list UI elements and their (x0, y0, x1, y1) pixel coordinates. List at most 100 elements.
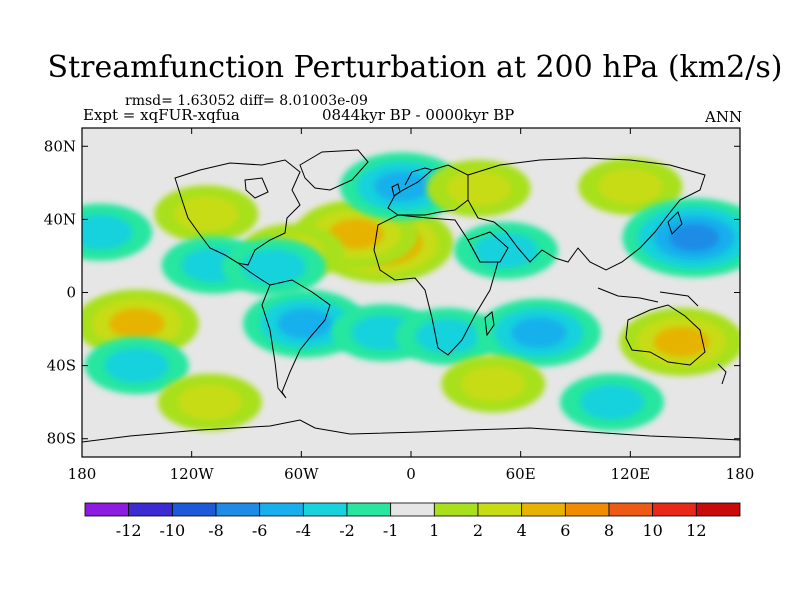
field-anomaly (82, 289, 199, 358)
period-label: 0844kyr BP - 0000kyr BP (322, 106, 515, 124)
colorbar-label: 8 (604, 521, 614, 540)
field-contour (177, 384, 242, 420)
colorbar-label: -2 (339, 521, 355, 540)
coastline-indonesia (597, 287, 659, 303)
coastline-britain (391, 183, 401, 197)
field-contour (82, 214, 133, 250)
field-contour (415, 318, 480, 354)
coastline-greenland (299, 149, 369, 191)
field-anomaly (619, 307, 740, 376)
x-tick-label: 180 (726, 465, 755, 483)
field-contour (174, 196, 239, 232)
colorbar-label: -10 (159, 521, 185, 540)
field-anomaly (221, 238, 326, 296)
coastline-layer (82, 149, 740, 443)
field-anomaly (84, 337, 189, 395)
field-contour (511, 317, 567, 348)
coastline-new-guinea (659, 291, 699, 307)
field-contour (328, 218, 384, 250)
experiment-label: Expt = xqFUR-xqfua (83, 106, 240, 124)
coastline-japan (667, 211, 683, 235)
x-tick-label: 120W (170, 465, 215, 483)
colorbar-swatch (390, 502, 435, 517)
coastline-antarctica (82, 419, 740, 443)
colorbar-label: 4 (517, 521, 527, 540)
field-contour (277, 308, 333, 339)
coastline-central-america (237, 262, 271, 286)
colorbar-label: 10 (642, 521, 662, 540)
stats-label: rmsd= 1.63052 diff= 8.01003e-09 (125, 93, 368, 109)
field-contour (241, 249, 306, 285)
coastline-australia (625, 304, 706, 366)
y-tick-label: 80N (44, 137, 76, 155)
colorbar: -12 -10 -8 -6 -4 -2 -1 1 2 4 6 8 10 12 (84, 502, 741, 540)
colorbar-label: 12 (686, 521, 706, 540)
field-anomaly (82, 203, 153, 261)
x-tick-label: 180 (68, 465, 97, 483)
colorbar-swatch (433, 502, 479, 517)
colorbar-swatch (171, 502, 217, 517)
chart-title: Streamfunction Perturbation at 200 hPa (… (47, 50, 783, 85)
colorbar-label: -6 (252, 521, 268, 540)
x-tick-label: 60W (284, 465, 319, 483)
coastline-asia (467, 157, 706, 271)
colorbar-label: -4 (296, 521, 312, 540)
colorbar-swatch (695, 502, 741, 517)
y-tick-label: 0 (66, 284, 76, 302)
y-tick-label: 80S (47, 430, 76, 448)
colorbar-swatch (84, 502, 130, 517)
colorbar-label: -8 (208, 521, 224, 540)
field-anomaly (441, 355, 546, 413)
field-anomaly (339, 152, 464, 221)
coastline-north-america (174, 159, 301, 266)
colorbar-swatch (564, 502, 610, 517)
field-anomaly (395, 307, 500, 365)
coastline-arabia (467, 231, 509, 263)
field-anomaly (622, 198, 740, 278)
field-contour (374, 171, 430, 202)
colorbar-swatch (128, 502, 173, 517)
colorbar-label: -12 (116, 521, 142, 540)
axes-layer: 180 120W 60W 0 60E 120E 180 80N 40N 0 40S 80S (44, 128, 755, 483)
coastline-africa (373, 214, 499, 356)
field-contour (580, 384, 645, 420)
field-contour (669, 223, 720, 252)
y-tick-label: 40S (47, 357, 76, 375)
field-anomaly (426, 159, 531, 217)
colorbar-swatch (215, 502, 261, 517)
coastline-south-america (261, 279, 331, 399)
field-contour (446, 170, 511, 206)
colorbar-label: 2 (473, 521, 483, 540)
colorbar-swatch (521, 502, 566, 517)
x-tick-label: 60E (506, 465, 536, 483)
field-contour (104, 348, 169, 384)
coastline-madagascar (484, 311, 495, 337)
field-anomaly (476, 298, 601, 367)
colorbar-swatch (652, 502, 697, 517)
field-contour (461, 366, 526, 402)
coastline-hudson-bay (244, 177, 269, 199)
colorbar-label: 6 (560, 521, 570, 540)
coastline-new-zealand (717, 363, 727, 385)
field-contour (653, 326, 710, 358)
colorbar-swatch (346, 502, 392, 517)
colorbar-label: -1 (383, 521, 399, 540)
field-anomaly (157, 373, 262, 431)
y-tick-label: 40N (44, 210, 76, 228)
field-contour (598, 168, 663, 205)
colorbar-swatch (259, 502, 304, 517)
colorbar-swatch (608, 502, 654, 517)
field-anomaly (154, 185, 259, 243)
colorbar-label: 1 (429, 521, 439, 540)
colorbar-swatch (477, 502, 523, 517)
field-layer (82, 152, 740, 431)
field-contour (109, 308, 165, 339)
season-label: ANN (705, 108, 743, 126)
field-anomaly (578, 157, 683, 216)
x-tick-label: 120E (611, 465, 651, 483)
coastline-scandinavia (404, 167, 433, 186)
colorbar-swatch (302, 502, 348, 517)
field-anomaly (560, 373, 665, 431)
x-tick-label: 0 (406, 465, 416, 483)
